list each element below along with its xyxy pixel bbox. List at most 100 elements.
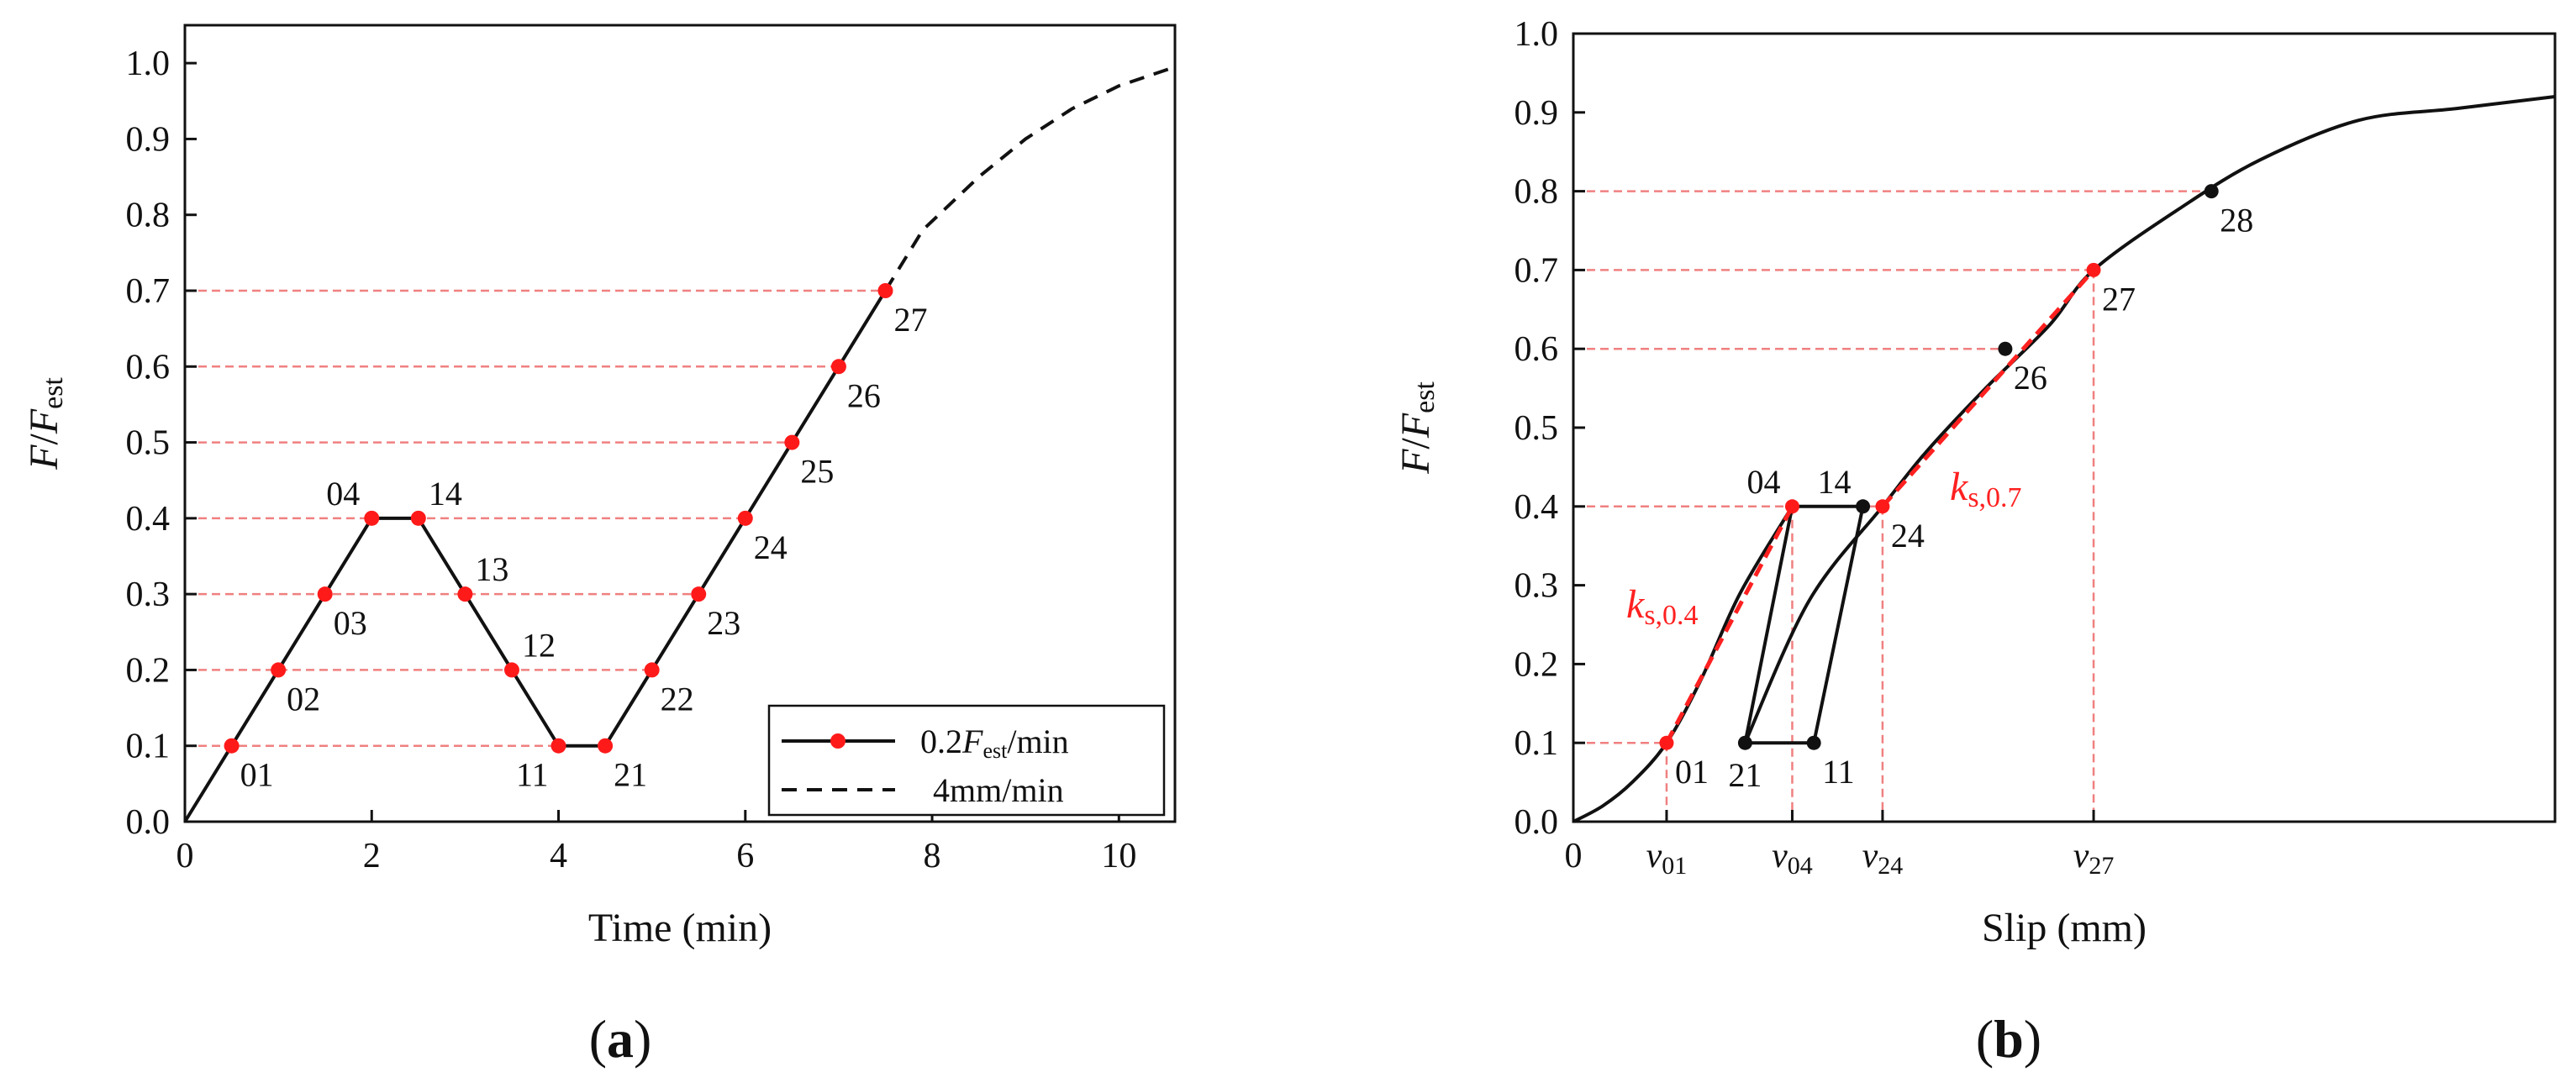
x-tick-label: v01 <box>1646 837 1688 880</box>
plot-frame <box>183 24 1177 823</box>
legend-marker <box>830 733 845 749</box>
point-label-11: 11 <box>1822 753 1855 791</box>
legend-label-displacement: 4mm/min <box>933 771 1064 809</box>
series-line-displacement <box>883 65 1176 292</box>
point-label-21: 21 <box>614 756 647 794</box>
point-marker-22 <box>644 662 660 678</box>
y-axis-title: F/Fest <box>1393 381 1441 475</box>
series-line-skeleton <box>1572 505 1794 823</box>
point-label-01: 01 <box>240 756 274 794</box>
point-label-13: 13 <box>475 550 508 588</box>
point-label-04: 04 <box>326 475 360 512</box>
point-label-23: 23 <box>707 604 740 642</box>
series-line-reload <box>1743 95 2556 744</box>
point-label-28: 28 <box>2220 202 2253 239</box>
y-tick-label: 0.8 <box>126 197 171 235</box>
y-axis-title: F/Fest <box>22 377 69 470</box>
point-label-12: 12 <box>522 626 556 664</box>
point-label-14: 14 <box>429 475 462 512</box>
x-tick-label: v24 <box>1862 837 1904 880</box>
y-tick-label: 0.7 <box>1515 251 1559 290</box>
point-marker-11 <box>1806 735 1821 750</box>
y-tick-label: 0.1 <box>1515 724 1559 763</box>
y-tick-label: 0.8 <box>1515 173 1559 212</box>
point-label-14: 14 <box>1818 463 1852 501</box>
point-marker-24 <box>737 510 753 526</box>
y-tick-label: 0.2 <box>126 651 171 690</box>
panel-label-b: (b) <box>1976 1009 2041 1069</box>
point-label-26: 26 <box>847 376 881 414</box>
y-tick-label: 0.5 <box>1515 409 1559 448</box>
panel-label-a: (a) <box>589 1009 652 1069</box>
point-marker-01 <box>1659 735 1674 750</box>
x-axis-title: Slip (mm) <box>1982 906 2147 950</box>
x-tick-label: 8 <box>924 837 941 875</box>
y-tick-label: 0.4 <box>126 500 171 539</box>
series-line-unload-loop <box>1743 504 1865 745</box>
series-line-loading <box>183 289 888 823</box>
point-label-27: 27 <box>893 301 927 339</box>
y-tick-label: 0.6 <box>126 348 171 386</box>
legend: 0.2Fest/min 4mm/min <box>767 704 1166 817</box>
point-marker-12 <box>503 662 519 678</box>
point-marker-25 <box>784 434 800 450</box>
secant-label-0: ks,0.4 <box>1626 582 1699 631</box>
y-tick-label: 0.3 <box>1515 567 1559 606</box>
point-marker-23 <box>691 586 707 602</box>
point-marker-03 <box>317 586 333 602</box>
legend-box <box>767 704 1166 817</box>
y-tick-label: 0.2 <box>1515 645 1559 684</box>
chart-a: 0.00.10.20.30.40.50.60.70.80.91.00 2 4 6 8 10… <box>22 24 1177 950</box>
point-marker-24 <box>1875 499 1890 514</box>
point-marker-26 <box>1998 341 2013 356</box>
secant-label-1: ks,0.7 <box>1950 465 2022 513</box>
point-marker-28 <box>2204 184 2219 199</box>
y-tick-label: 0.0 <box>126 803 171 842</box>
point-label-22: 22 <box>661 680 694 717</box>
point-marker-14 <box>1856 499 1871 514</box>
point-marker-02 <box>271 662 287 678</box>
x-tick-label: 6 <box>736 837 754 875</box>
y-tick-label: 0.7 <box>126 272 171 311</box>
y-tick-label: 0.9 <box>126 120 171 159</box>
secant-line-1 <box>1881 268 2095 508</box>
x-tick-label: 10 <box>1101 837 1136 875</box>
point-label-24: 24 <box>1891 517 1925 555</box>
point-label-04: 04 <box>1746 463 1780 501</box>
point-marker-27 <box>2086 262 2101 277</box>
y-tick-label: 1.0 <box>126 45 171 83</box>
x-tick-label: v04 <box>1772 837 1813 880</box>
point-marker-04 <box>1784 499 1799 514</box>
y-tick-label: 0.9 <box>1515 94 1559 133</box>
point-marker-14 <box>410 510 426 526</box>
y-tick-label: 0.4 <box>1515 488 1559 527</box>
point-label-27: 27 <box>2102 280 2136 318</box>
point-label-24: 24 <box>754 528 788 566</box>
y-tick-label: 0.1 <box>126 728 171 766</box>
x-tick-label: 2 <box>363 837 381 875</box>
y-tick-label: 0.5 <box>126 424 171 463</box>
chart-b: 0.0 0.1 0.2 0.3 0.4 0.5 0.6 0.7 0.8 0.9 1.0 0 v01 v04… <box>1393 15 2557 950</box>
x-axis-title: Time (min) <box>588 906 772 950</box>
x-tick-label: 4 <box>550 837 567 875</box>
point-label-26: 26 <box>2014 359 2047 397</box>
point-marker-01 <box>224 738 240 754</box>
x-tick-label: 0 <box>1565 837 1583 875</box>
x-tick-label: v27 <box>2073 837 2115 880</box>
point-marker-21 <box>598 738 614 754</box>
point-label-01: 01 <box>1675 753 1709 791</box>
x-tick-label: 0 <box>176 837 194 875</box>
point-label-21: 21 <box>1728 756 1762 794</box>
point-marker-11 <box>550 738 566 754</box>
secant-line-0 <box>1664 505 1794 744</box>
point-marker-26 <box>830 359 846 375</box>
point-label-02: 02 <box>287 680 320 717</box>
y-tick-label: 0.3 <box>126 576 171 614</box>
point-marker-04 <box>364 510 380 526</box>
y-tick-label: 1.0 <box>1515 15 1559 54</box>
y-tick-label: 0.6 <box>1515 330 1559 369</box>
point-marker-21 <box>1737 735 1752 750</box>
point-marker-13 <box>457 586 473 602</box>
legend-label-loading: 0.2Fest/min <box>920 723 1069 763</box>
